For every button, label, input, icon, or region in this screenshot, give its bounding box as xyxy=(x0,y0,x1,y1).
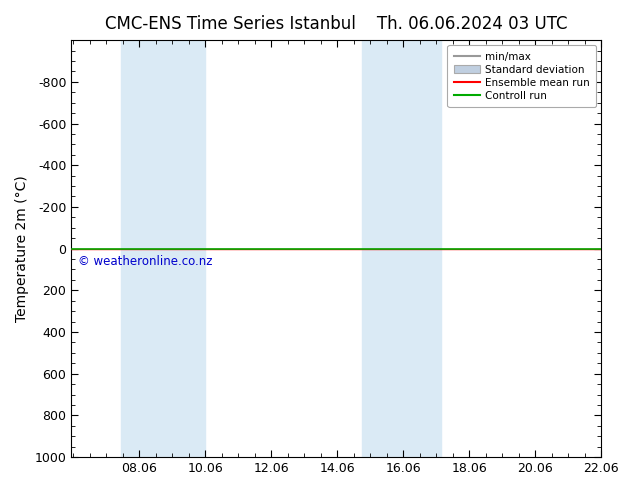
Text: © weatheronline.co.nz: © weatheronline.co.nz xyxy=(78,255,212,268)
Title: CMC-ENS Time Series Istanbul    Th. 06.06.2024 03 UTC: CMC-ENS Time Series Istanbul Th. 06.06.2… xyxy=(105,15,567,33)
Y-axis label: Temperature 2m (°C): Temperature 2m (°C) xyxy=(15,175,29,322)
Bar xyxy=(361,40,441,457)
Legend: min/max, Standard deviation, Ensemble mean run, Controll run: min/max, Standard deviation, Ensemble me… xyxy=(448,45,596,107)
Bar xyxy=(121,40,205,457)
